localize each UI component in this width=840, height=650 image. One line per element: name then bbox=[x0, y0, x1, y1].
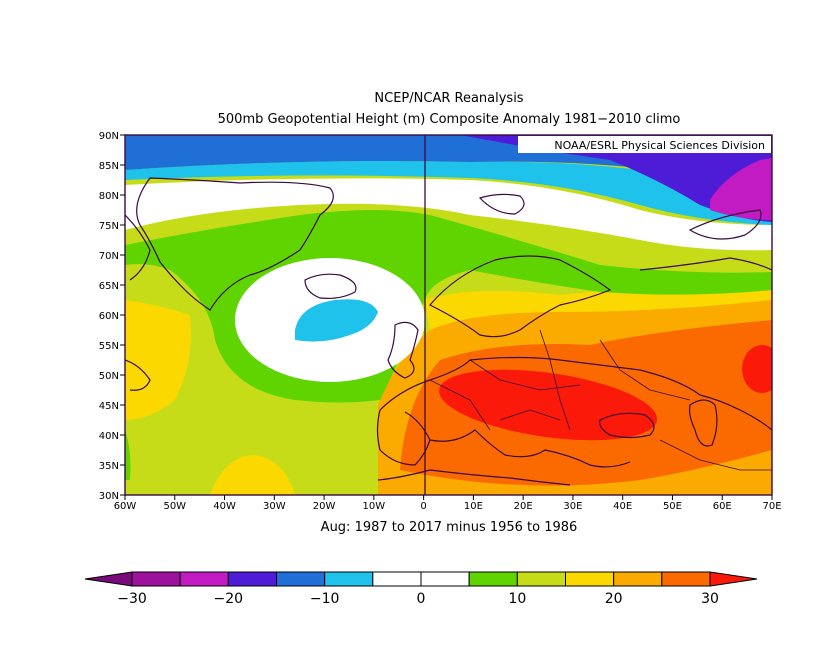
newfoundland-coast bbox=[125, 359, 151, 391]
colorbar-bin bbox=[179, 571, 229, 587]
y-tick-label: 40N bbox=[99, 431, 119, 442]
colorbar-label: 20 bbox=[605, 591, 623, 607]
chart-title: NCEP/NCAR Reanalysis bbox=[374, 91, 523, 106]
colorbar-bin bbox=[613, 571, 663, 587]
border-3 bbox=[539, 329, 571, 431]
border-2 bbox=[469, 359, 581, 391]
colorbar-label: −10 bbox=[310, 591, 340, 607]
x-tick-label: 70E bbox=[762, 501, 781, 512]
west-edge-green bbox=[125, 430, 131, 480]
iceland-coast bbox=[304, 273, 357, 299]
atlantic-cyan-core bbox=[295, 299, 378, 342]
y-tick-label: 85N bbox=[99, 161, 119, 172]
colorbar-label: −20 bbox=[214, 591, 244, 607]
x-tick-label: 20W bbox=[313, 501, 336, 512]
x-tick-label: 30E bbox=[563, 501, 582, 512]
colorbar-bin bbox=[276, 571, 326, 587]
border-6 bbox=[499, 409, 561, 421]
x-tick-label: 10E bbox=[464, 501, 483, 512]
colorbar-label: 30 bbox=[701, 591, 719, 607]
x-axis: 60W 50W 40W 30W 20W 10W 0 10E 20E 30E 40E 50E 60E 70E bbox=[114, 495, 782, 512]
border-1 bbox=[429, 379, 491, 431]
colorbar-bin bbox=[565, 571, 615, 587]
colorbar-bin bbox=[420, 571, 470, 587]
y-tick-label: 65N bbox=[99, 281, 119, 292]
russia-arctic-coast bbox=[639, 257, 772, 271]
credit-text: NOAA/ESRL Physical Sciences Division bbox=[554, 139, 765, 152]
colorbar-bin bbox=[131, 571, 181, 587]
colorbar-min-triangle bbox=[84, 571, 133, 587]
x-tick-label: 60W bbox=[114, 501, 137, 512]
greenland-coast bbox=[136, 177, 334, 311]
coastlines bbox=[125, 177, 772, 486]
med-coast bbox=[429, 429, 631, 468]
x-tick-label: 30W bbox=[263, 501, 286, 512]
colorbar-label: −30 bbox=[117, 591, 147, 607]
x-tick-label: 40W bbox=[213, 501, 236, 512]
y-tick-label: 90N bbox=[99, 131, 119, 142]
novaya-zemlya-coast bbox=[688, 209, 762, 240]
y-tick-label: 50N bbox=[99, 371, 119, 382]
border-5 bbox=[659, 439, 772, 471]
europe-red-core bbox=[439, 369, 658, 441]
caspian-coast bbox=[688, 399, 718, 447]
y-tick-label: 75N bbox=[99, 221, 119, 232]
y-axis: 90N 85N 80N 75N 70N 65N 60N 55N 50N 45N 40N 35N 30N bbox=[99, 131, 125, 502]
colorbar-max-triangle bbox=[709, 571, 758, 587]
x-tick-label: 10W bbox=[363, 501, 386, 512]
y-tick-label: 35N bbox=[99, 461, 119, 472]
uk-coast bbox=[387, 321, 419, 379]
colorbar-bin bbox=[324, 571, 374, 587]
x-tick-label: 0 bbox=[420, 501, 426, 512]
y-tick-label: 80N bbox=[99, 191, 119, 202]
colorbar-bin bbox=[227, 571, 277, 587]
x-tick-label: 20E bbox=[514, 501, 533, 512]
colorbar-bin bbox=[516, 571, 566, 587]
polar-cyan-band bbox=[125, 161, 772, 225]
y-tick-label: 60N bbox=[99, 311, 119, 322]
blacksea-coast bbox=[599, 412, 655, 439]
x-tick-label: 40E bbox=[613, 501, 632, 512]
y-tick-label: 45N bbox=[99, 401, 119, 412]
y-tick-label: 55N bbox=[99, 341, 119, 352]
colorbar-label: 0 bbox=[417, 591, 426, 607]
colorbar-bin bbox=[661, 571, 711, 587]
x-tick-label: 50W bbox=[163, 501, 186, 512]
y-tick-label: 70N bbox=[99, 251, 119, 262]
southwest-yellow-patch bbox=[210, 455, 295, 495]
x-tick-label: 60E bbox=[713, 501, 732, 512]
colorbar: −30 −20 −10 0 10 20 30 bbox=[84, 571, 758, 607]
chart-caption: Aug: 1987 to 2017 minus 1956 to 1986 bbox=[321, 520, 578, 535]
europe-coast bbox=[379, 356, 772, 431]
colorbar-bin bbox=[468, 571, 518, 587]
arctic-white-band bbox=[125, 178, 772, 251]
polar-purple-band bbox=[460, 135, 772, 222]
border-4 bbox=[599, 339, 691, 401]
west-yellow-patch bbox=[125, 300, 191, 420]
africa-coast bbox=[377, 469, 571, 486]
country-borders bbox=[429, 329, 772, 471]
plot-area bbox=[125, 135, 772, 495]
east-red-core bbox=[742, 345, 772, 393]
svalbard-coast bbox=[478, 193, 525, 215]
y-tick-label: 30N bbox=[99, 491, 119, 502]
chart-subtitle: 500mb Geopotential Height (m) Composite … bbox=[218, 112, 681, 127]
colorbar-bin bbox=[372, 571, 422, 587]
scandinavia-coast bbox=[429, 255, 612, 338]
baffin-coast bbox=[125, 214, 151, 281]
iberia-coast bbox=[376, 409, 431, 466]
colorbar-label: 10 bbox=[508, 591, 526, 607]
polar-violet-core bbox=[710, 158, 772, 220]
x-tick-label: 50E bbox=[663, 501, 682, 512]
credit-box bbox=[518, 136, 771, 153]
